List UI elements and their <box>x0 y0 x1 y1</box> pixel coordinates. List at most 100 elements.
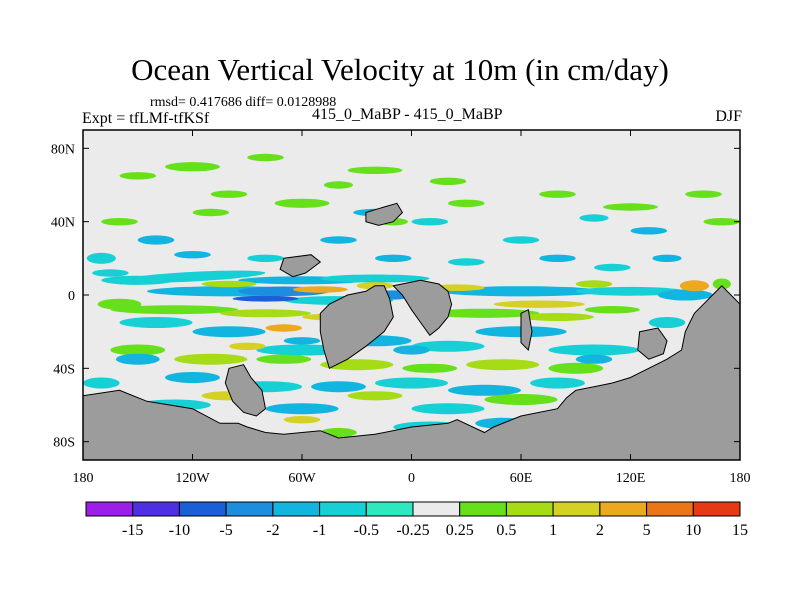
y-tick-label: 40S <box>53 362 75 377</box>
anomaly-patch-10 <box>657 289 713 301</box>
colorbar-swatch <box>85 501 134 517</box>
anomaly-patch-94 <box>375 254 412 262</box>
y-tick-label: 80S <box>53 436 75 451</box>
anomaly-patch-51 <box>484 394 558 405</box>
x-tick-label: 0 <box>408 471 415 486</box>
anomaly-patch-60 <box>283 416 321 424</box>
anomaly-patch-102 <box>575 354 613 364</box>
anomaly-patch-75 <box>101 218 138 226</box>
anomaly-patch-18 <box>584 306 640 314</box>
land-mass-7 <box>637 327 668 360</box>
anomaly-patch-100 <box>283 337 321 345</box>
anomaly-patch-83 <box>703 218 740 226</box>
experiment-label: Expt = tfLMf-tfKSf <box>82 110 210 127</box>
anomaly-patch-72 <box>429 177 467 185</box>
colorbar-level-label: -5 <box>219 522 232 539</box>
anomaly-patch-43 <box>165 372 220 383</box>
x-tick-label: 120W <box>175 471 210 486</box>
anomaly-patch-73 <box>323 181 354 189</box>
season-label: DJF <box>715 108 742 125</box>
colorbar-swatch <box>599 501 648 517</box>
anomaly-patch-32 <box>411 340 485 352</box>
colorbar-level-label: 0.25 <box>446 522 474 539</box>
anomaly-patch-99 <box>115 353 160 365</box>
colorbar-level-label: -15 <box>122 522 143 539</box>
stats-label: rmsd= 0.417686 diff= 0.0128988 <box>150 95 337 110</box>
x-tick-label: 180 <box>73 471 94 486</box>
colorbar-level-label: 1 <box>549 522 557 539</box>
colorbar-swatch <box>225 501 274 517</box>
colorbar-level-label: 0.5 <box>496 522 516 539</box>
colorbar-swatch <box>646 501 694 517</box>
anomaly-patch-70 <box>247 153 284 162</box>
land-mass-5 <box>365 202 404 226</box>
land-mass-4 <box>279 254 322 278</box>
anomaly-patch-47 <box>448 384 521 396</box>
anomaly-patch-22 <box>292 286 348 293</box>
anomaly-patch-24 <box>575 280 613 288</box>
anomaly-patch-2 <box>320 274 430 283</box>
axes: 180 120W 60W 0 60E 120E 180 80N 40N 0 40S 80S <box>51 130 751 486</box>
anomaly-patch-42 <box>548 362 604 374</box>
anomaly-patch-9 <box>575 286 686 296</box>
anomaly-patch-26 <box>712 278 731 290</box>
anomaly-patch-95 <box>448 258 485 266</box>
x-tick-label: 180 <box>730 471 751 486</box>
anomaly-patch-78 <box>210 190 248 198</box>
x-tick-label: 60E <box>510 471 533 486</box>
colorbar-level-label: -1 <box>313 522 326 539</box>
colorbar-level-label: -0.5 <box>354 522 379 539</box>
y-tick-label: 40N <box>51 216 75 231</box>
anomaly-patch-48 <box>530 377 585 389</box>
anomaly-patch-15 <box>429 308 540 318</box>
anomaly-patch-19 <box>97 298 142 310</box>
colorbar-swatch <box>692 501 741 517</box>
anomaly-patch-50 <box>347 391 403 401</box>
anomaly-patch-29 <box>192 326 266 338</box>
chart-title: Ocean Vertical Velocity at 10m (in cm/da… <box>131 52 669 87</box>
colorbar-swatch <box>459 501 507 517</box>
colorbar-swatch <box>505 501 554 517</box>
colorbar-level-label: 15 <box>732 522 748 539</box>
anomaly-patch-40 <box>402 363 458 373</box>
anomaly-patch-96 <box>539 254 576 262</box>
anomaly-patch-81 <box>603 203 658 211</box>
anomaly-patch-38 <box>256 354 312 364</box>
colorbar-swatch <box>132 501 180 517</box>
colorbar-swatch <box>365 501 414 517</box>
anomaly-patch-12 <box>110 305 239 315</box>
anomaly-patch-16 <box>493 300 585 308</box>
anomaly-patch-37 <box>174 353 248 365</box>
anomaly-patch-74 <box>539 190 576 198</box>
anomaly-patch-82 <box>685 190 722 198</box>
anomaly-patch-98 <box>652 254 682 262</box>
anomaly-patch-28 <box>119 317 193 328</box>
land-mass-1 <box>224 364 267 417</box>
anomaly-patch-11 <box>101 275 175 285</box>
colorbar-swatch <box>178 501 227 517</box>
anomaly-patch-46 <box>375 377 448 389</box>
anomaly-patch-34 <box>548 344 640 356</box>
anomaly-patch-71 <box>347 166 403 174</box>
colorbar-swatch <box>412 501 461 517</box>
anomaly-patch-13 <box>219 309 312 318</box>
anomaly-patch-86 <box>411 218 449 226</box>
anomaly-patch-41 <box>466 359 540 371</box>
colorbar-swatch <box>272 501 321 517</box>
anomaly-patch-92 <box>174 251 211 259</box>
anomaly-patch-36 <box>110 344 166 356</box>
anomaly-patch-35 <box>648 317 686 328</box>
anomaly-patch-27 <box>92 269 129 277</box>
anomaly-patch-68 <box>119 172 157 180</box>
land-mass-6 <box>520 308 533 352</box>
colorbar-swatch <box>552 501 601 517</box>
anomaly-patch-76 <box>192 208 230 217</box>
colorbar-level-label: -2 <box>266 522 279 539</box>
anomaly-patch-66 <box>229 342 266 350</box>
land-mass-3 <box>392 279 453 337</box>
x-tick-label: 60W <box>288 471 316 486</box>
anomaly-patch-101 <box>393 345 430 355</box>
anomaly-patch-45 <box>311 381 366 393</box>
anomaly-patch-97 <box>594 263 631 272</box>
anomaly-patch-77 <box>274 198 330 208</box>
